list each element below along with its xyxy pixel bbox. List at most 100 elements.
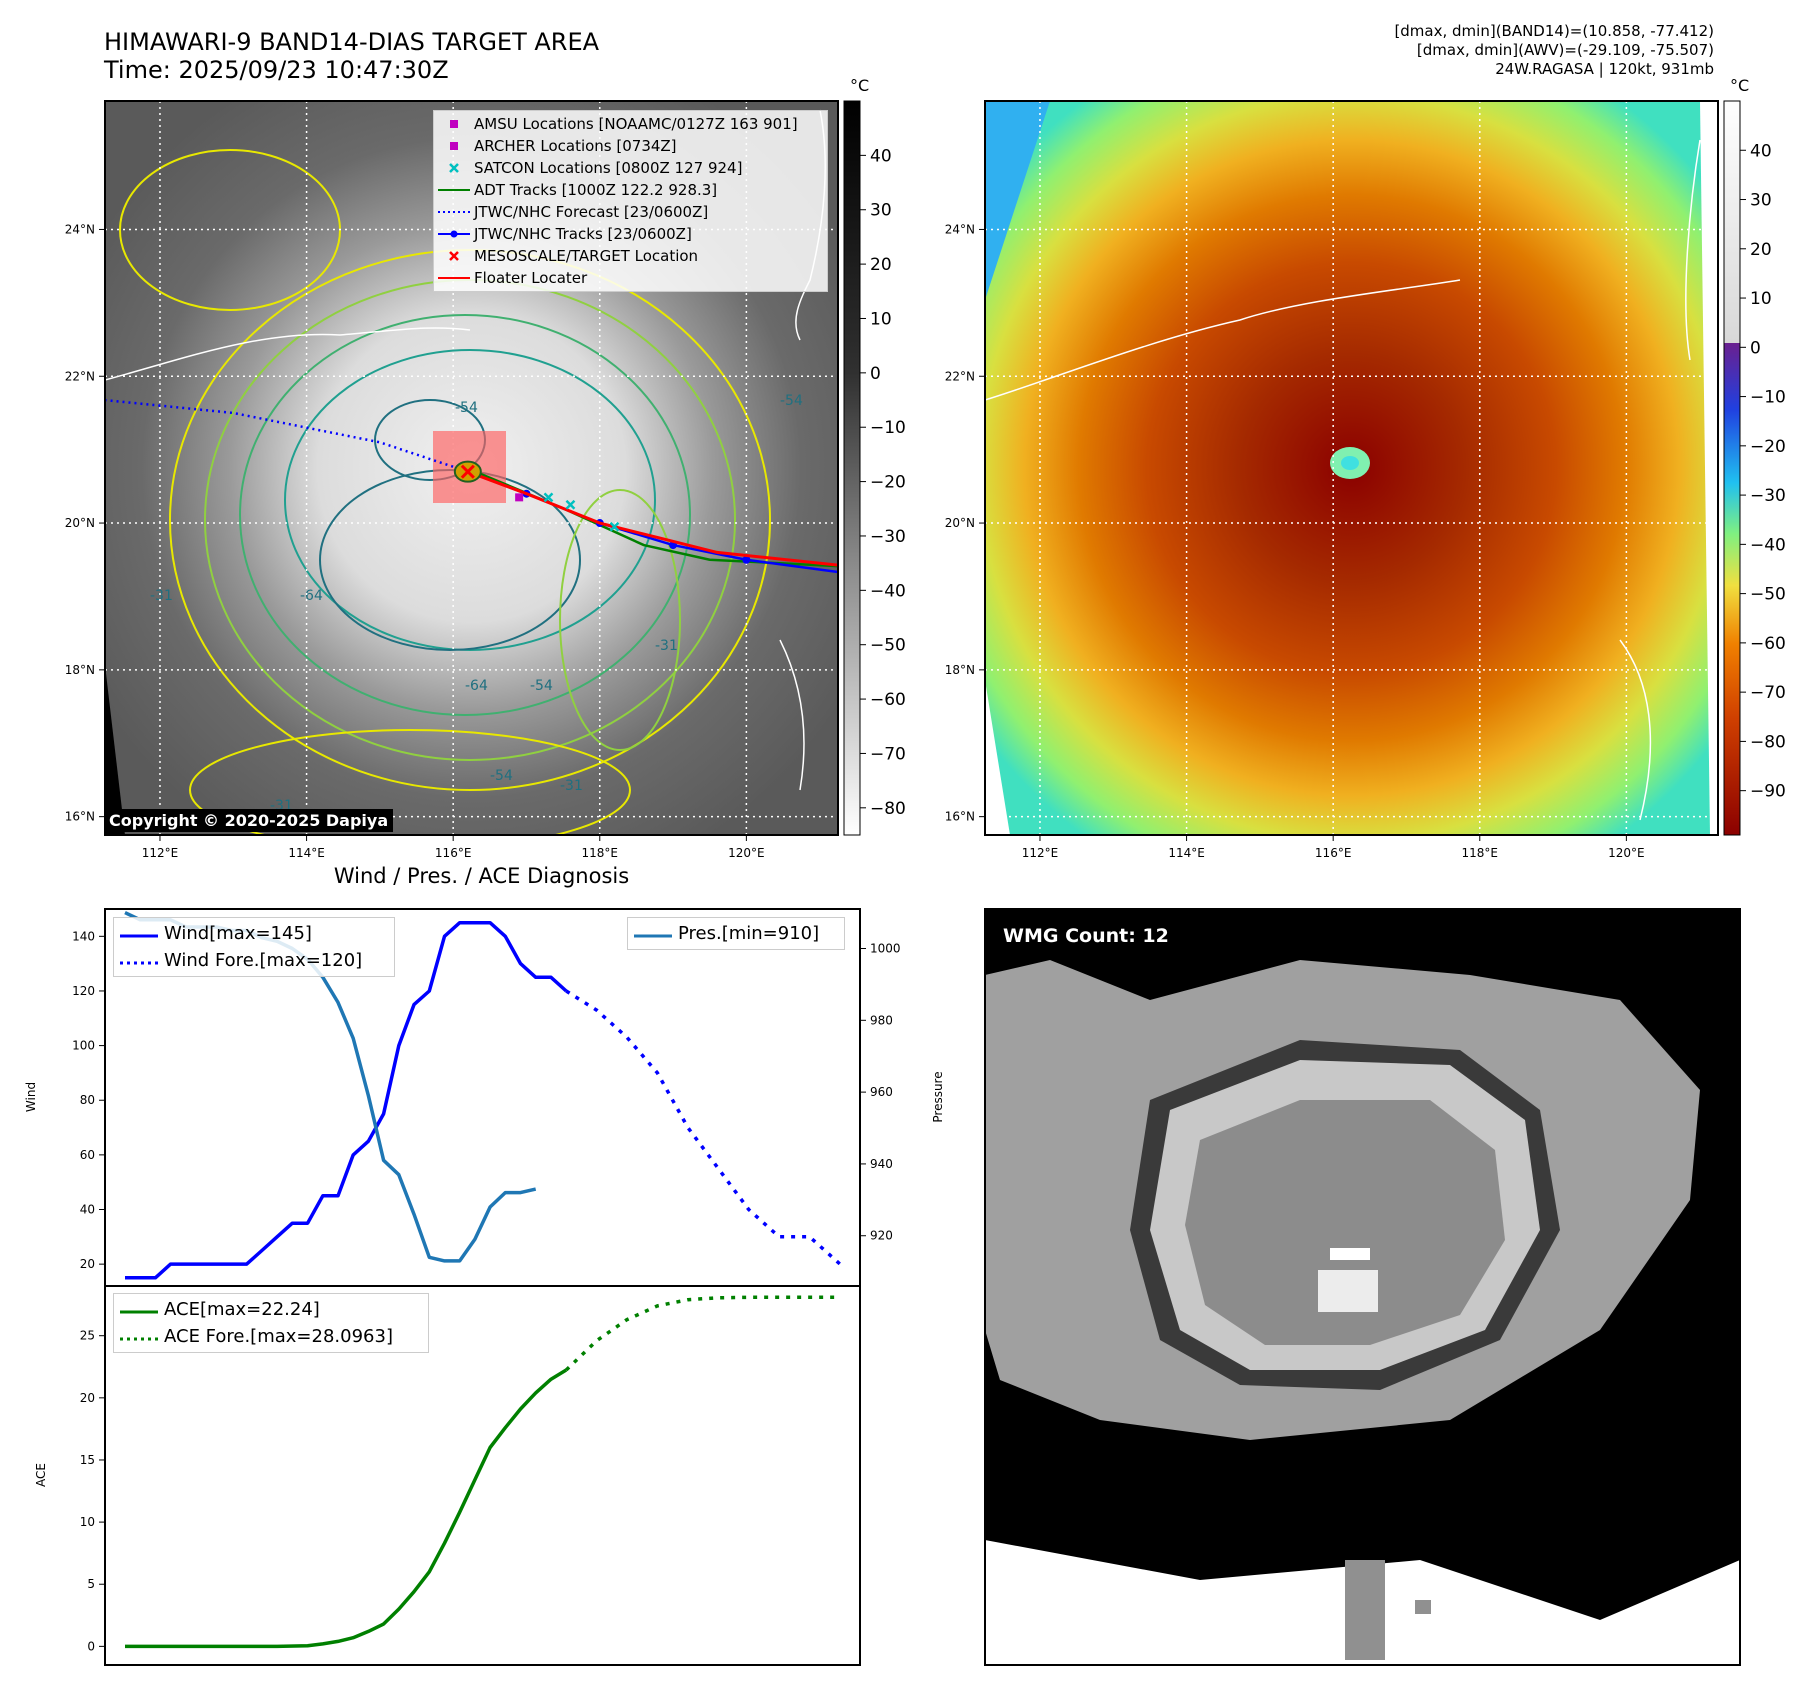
- contour-ring: [239, 314, 691, 716]
- legend-item-target: MESOSCALE/TARGET Location: [434, 245, 827, 267]
- wmg-eye-center: [1318, 1270, 1378, 1312]
- satcon-marker: [609, 521, 620, 532]
- legend-item-floater: Floater Locater: [434, 267, 827, 289]
- lat-tick-label: 20°N: [945, 516, 975, 530]
- lat-tick-label: 24°N: [65, 222, 95, 236]
- legend-item-wind: Wind[max=145]: [114, 920, 394, 947]
- target-marker: [460, 464, 475, 479]
- figure-time: Time: 2025/09/23 10:47:30Z: [104, 56, 449, 84]
- series-line: [565, 989, 842, 1266]
- colorbar-gray-unit: °C: [850, 76, 870, 95]
- y-tick-label: 60: [80, 1148, 95, 1162]
- contour-label: -54: [455, 400, 478, 416]
- legend-label: SATCON Locations [0800Z 127 924]: [474, 159, 743, 177]
- lon-tick-label: 120°E: [1608, 846, 1645, 860]
- colorbar-tick-label: −60: [870, 690, 906, 710]
- pressure-legend: Pres.[min=910]: [627, 917, 845, 950]
- coastline-luzon: [1619, 639, 1652, 821]
- map-ticks: 112°E 114°E 116°E 118°E 120°E 24°N 22°N 20°N 18°…: [65, 222, 765, 860]
- series-line: [125, 1368, 568, 1649]
- lon-tick-label: 118°E: [1462, 846, 1499, 860]
- legend-label: Floater Locater: [474, 269, 588, 287]
- wmg-patch: [1415, 1600, 1431, 1614]
- colorbar-tick-label: −70: [1750, 683, 1786, 703]
- legend-x: [449, 251, 459, 261]
- y-tick-label: 15: [80, 1453, 95, 1467]
- legend-symbol: [114, 923, 164, 945]
- legend-item-satcon: SATCON Locations [0800Z 127 924]: [434, 157, 827, 179]
- lon-tick-label: 112°E: [1022, 846, 1059, 860]
- colorbar-tick-label: −50: [1750, 585, 1786, 605]
- legend-item-archer: ARCHER Locations [0734Z]: [434, 135, 827, 157]
- y-tick-label: 100: [72, 1039, 95, 1053]
- pressure-axis-label: Pressure: [931, 1071, 945, 1122]
- wmg-eye-center: [1330, 1248, 1370, 1260]
- colorbar-tick-label: −80: [1750, 732, 1786, 752]
- legend-label: Wind[max=145]: [164, 923, 312, 944]
- lat-tick-label: 22°N: [65, 369, 95, 383]
- dmax-band14: [dmax, dmin](BAND14)=(10.858, -77.412): [1394, 22, 1714, 40]
- legend-label: ACE Fore.[max=28.0963]: [164, 1326, 393, 1347]
- coastline-luzon: [779, 639, 805, 791]
- satcon-marker: [565, 499, 576, 510]
- legend-item-ace-forecast: ACE Fore.[max=28.0963]: [114, 1323, 428, 1350]
- series-line: [125, 920, 568, 1280]
- y-tick-label: 140: [72, 929, 95, 943]
- legend-label: ARCHER Locations [0734Z]: [474, 137, 677, 155]
- legend-item-jtwc-forecast: JTWC/NHC Forecast [23/0600Z]: [434, 201, 827, 223]
- contour-ring: [559, 489, 681, 751]
- colorbar-tick-label: −40: [870, 581, 906, 601]
- jtwc-track-point: [742, 555, 751, 564]
- colorbar-tick-label: 10: [1750, 289, 1772, 309]
- no-data-edge: [1700, 101, 1718, 835]
- figure-title: HIMAWARI-9 BAND14-DIAS TARGET AREA: [104, 28, 600, 56]
- lon-tick-label: 116°E: [1315, 846, 1352, 860]
- ace-legend: ACE[max=22.24] ACE Fore.[max=28.0963]: [113, 1293, 429, 1353]
- jtwc-forecast-line: [105, 398, 469, 473]
- lat-tick-label: 20°N: [65, 516, 95, 530]
- legend-symbol: [434, 201, 474, 223]
- contour-label: -54: [490, 768, 513, 784]
- lat-tick-label: 16°N: [65, 810, 95, 824]
- y-tick-label: 120: [72, 984, 95, 998]
- colorbar-tick-label: 10: [870, 309, 892, 329]
- legend-label: Pres.[min=910]: [678, 923, 820, 944]
- contour-label: -64: [300, 588, 323, 604]
- legend-symbol: [434, 179, 474, 201]
- colorbar-gray: [843, 100, 861, 836]
- legend-symbol: [434, 223, 474, 245]
- ace-plot: [125, 1295, 841, 1649]
- colorbar-color-ticks: 40 30 20 10 0 −10 −20 −30 −40 −50 −60 −70 −80 −90: [1740, 141, 1786, 802]
- contour-label: -31: [150, 588, 173, 604]
- colorbar-tick-label: −60: [1750, 634, 1786, 654]
- y-tick-label: 10: [80, 1515, 95, 1529]
- y-tick-label: 5: [87, 1577, 95, 1591]
- ace-axis-label: ACE: [34, 1463, 48, 1487]
- contour-label: -54: [530, 678, 553, 694]
- colorbar-tick-label: −50: [870, 636, 906, 656]
- legend-item-adt: ADT Tracks [1000Z 122.2 928.3]: [434, 179, 827, 201]
- wmg-patch: [1345, 1560, 1385, 1660]
- colorbar-tick-label: 0: [1750, 338, 1761, 358]
- legend-label: Wind Fore.[max=120]: [164, 950, 363, 971]
- y2-tick-label: 1000: [870, 941, 901, 955]
- amsu-marker: [515, 493, 524, 502]
- legend-label: AMSU Locations [NOAAMC/0127Z 163 901]: [474, 115, 798, 133]
- legend-x: [449, 163, 459, 173]
- legend-symbol: [434, 267, 474, 289]
- map-legend: AMSU Locations [NOAAMC/0127Z 163 901] AR…: [433, 110, 828, 292]
- colorbar-tick-label: −90: [1750, 782, 1786, 802]
- colorbar-tick-label: 20: [870, 255, 892, 275]
- legend-label: ADT Tracks [1000Z 122.2 928.3]: [474, 181, 718, 199]
- y-tick-label: 20: [80, 1391, 95, 1405]
- map-frame: [984, 100, 1719, 836]
- legend-symbol: [628, 923, 678, 945]
- no-data-corner: [985, 680, 1010, 835]
- storm-eye-core: [1341, 456, 1359, 470]
- colorbar-tick-label: −10: [1750, 388, 1786, 408]
- legend-item-jtwc-tracks: JTWC/NHC Tracks [23/0600Z]: [434, 223, 827, 245]
- contour-label: -64: [465, 678, 488, 694]
- lat-tick-label: 22°N: [945, 369, 975, 383]
- copyright-badge: Copyright © 2020-2025 Dapiya: [104, 809, 394, 832]
- diagnosis-title: Wind / Pres. / ACE Diagnosis: [333, 864, 630, 888]
